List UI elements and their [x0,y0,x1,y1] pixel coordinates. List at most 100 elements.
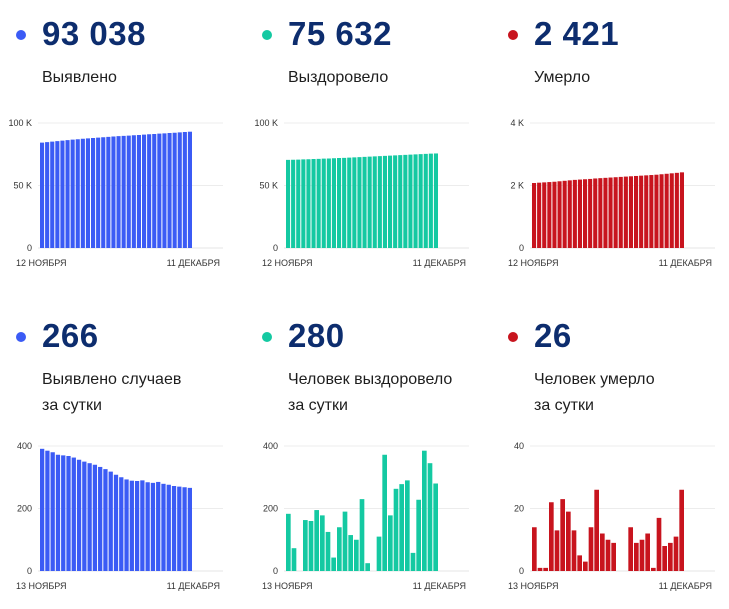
bar [649,175,654,248]
bar [111,136,116,248]
bar [399,484,404,571]
panel-recovered-daily: 280 Человек выздоровело за сутки 0 200 400 13 … [246,302,489,604]
bar [113,474,119,571]
bar [296,159,301,248]
stat-value: 26 [534,317,572,354]
bar [662,546,667,571]
bar [166,484,171,571]
bar [331,158,336,248]
panel-detected-total: 93 038 Выявлено 0 50 K 100 K 12 НОЯБРЯ 11 ДЕКА… [0,0,243,302]
bar [66,456,71,571]
bar [427,463,433,571]
x-start-label: 13 НОЯБРЯ [262,581,313,591]
bar [413,154,418,248]
bar [131,135,136,248]
bar [286,513,291,571]
bar [134,481,140,571]
bar [320,515,325,571]
bar [365,563,370,571]
bar [537,567,543,571]
stat-value: 2 421 [534,15,620,52]
bar [659,174,664,248]
bar [182,487,187,571]
bar [398,155,403,248]
bar [433,483,438,571]
x-start-label: 12 НОЯБРЯ [262,258,313,268]
bar [674,172,679,248]
bar [50,141,55,248]
legend-dot [16,30,26,40]
bar [342,157,347,248]
stat-value: 75 632 [288,15,392,52]
bar [70,139,75,248]
y-tick-label: 0 [273,566,278,576]
bar-chart: 0 50 K 100 K 12 НОЯБРЯ 11 ДЕКАБРЯ [8,118,223,268]
stat-label: за сутки [288,397,348,414]
bar [654,174,659,248]
bar [55,141,60,248]
bar [577,179,582,248]
x-end-label: 11 ДЕКАБРЯ [413,581,466,591]
bar [145,482,150,571]
y-tick-label: 0 [273,243,278,253]
legend-dot [262,30,272,40]
bar [403,154,408,248]
legend-dot [262,332,272,342]
bar [354,539,359,571]
bar [594,489,599,571]
bar [567,180,572,248]
bar [108,471,113,571]
bar [377,156,382,248]
bar [150,482,156,571]
stat-value: 280 [288,317,345,354]
stat-label: за сутки [534,397,594,414]
bar [162,133,167,248]
y-tick-label: 400 [17,441,32,451]
bar [124,479,129,571]
y-tick-label: 0 [519,243,524,253]
bar [428,153,433,248]
bar [554,530,560,571]
bar [557,181,562,248]
bar [645,533,650,571]
panel-deaths-total: 2 421 Умерло 0 2 K 4 K 12 НОЯБРЯ 11 ДЕКАБРЯ [492,0,729,302]
bar [142,134,147,248]
bar [152,134,157,248]
bar [571,530,577,571]
bar [552,181,557,248]
bar [96,137,101,248]
bar [598,178,603,248]
legend-dot [508,332,518,342]
bar [106,136,111,248]
x-end-label: 11 ДЕКАБРЯ [413,258,466,268]
bar [167,133,172,248]
bar [98,466,103,571]
stat-label: Человек умерло [534,371,655,388]
bar [393,155,398,248]
bar [547,182,552,248]
bar [639,539,645,571]
bar [566,511,571,571]
stat-label: Выявлено [42,69,117,86]
bar [410,552,416,571]
bar [177,486,182,571]
bar [408,154,413,248]
panel-deaths-daily: 26 Человек умерло за сутки 0 20 40 13 НОЯБРЯ 11… [492,302,729,604]
bar [560,499,565,571]
x-end-label: 11 ДЕКАБРЯ [659,258,712,268]
bar [45,450,50,571]
y-tick-label: 200 [17,504,32,514]
bar [588,527,594,571]
bar [639,175,644,248]
bar [634,175,639,248]
bar [532,527,537,571]
bar [291,548,297,571]
bar [393,488,399,571]
bar [321,158,326,248]
bar [673,536,679,571]
bar [593,178,598,248]
bar [301,159,306,248]
bar [337,158,342,248]
bar [40,448,45,571]
stat-label: Умерло [534,69,591,86]
